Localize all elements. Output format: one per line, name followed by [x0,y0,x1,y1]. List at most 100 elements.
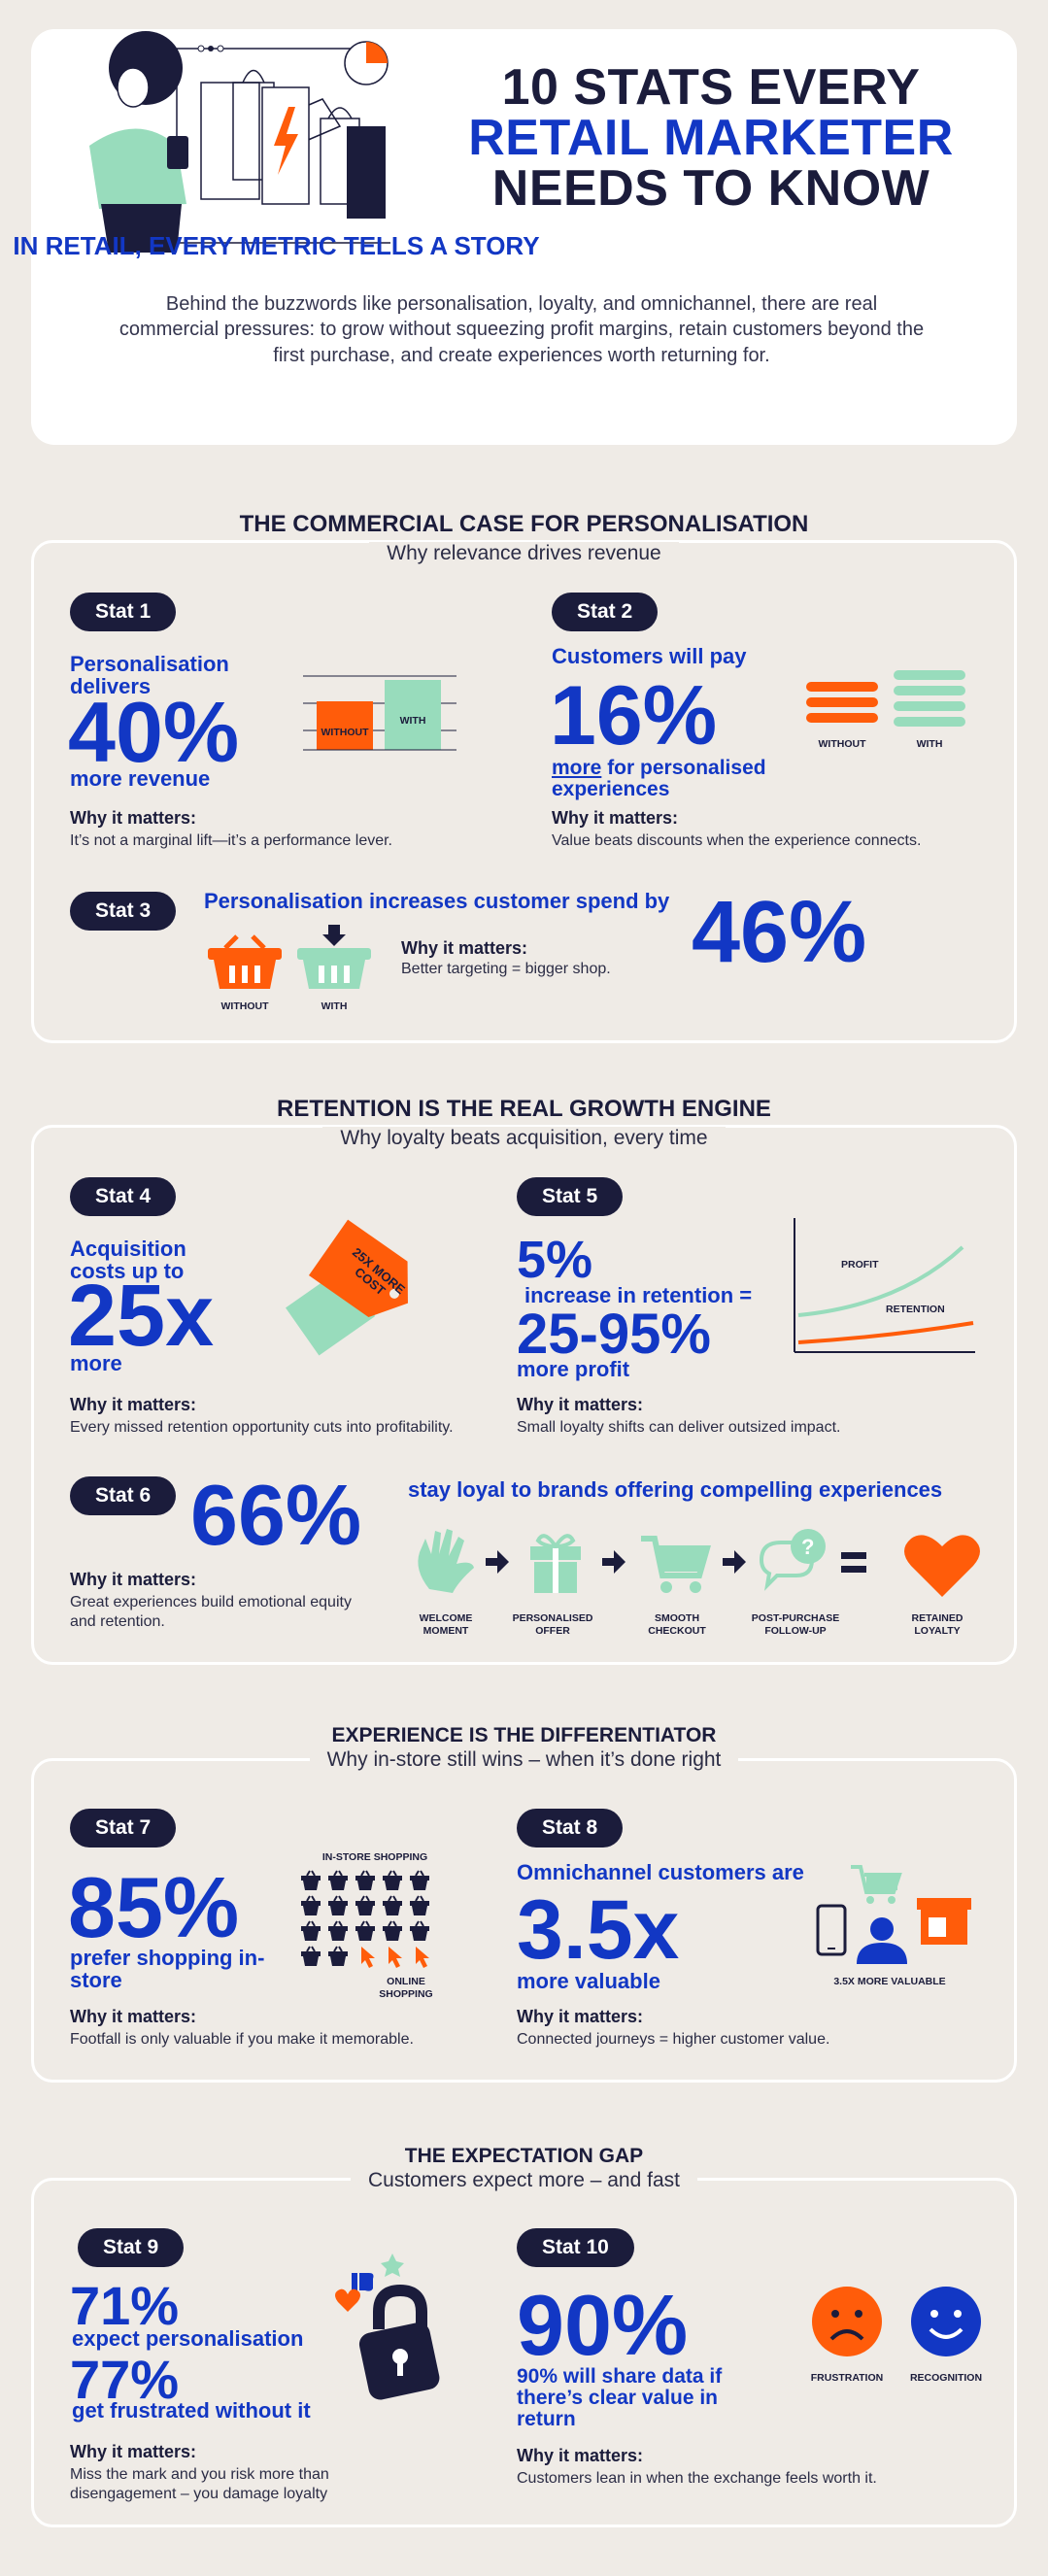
stat-7-online-label: ONLINE SHOPPING [379,1976,433,2000]
stat-2-tail-underlined: more [552,757,602,779]
stat-10-tail: 90% will share data if there’s clear val… [517,2365,723,2431]
stat-2-tail: for personalised experiences [552,757,766,801]
stat-5-mid: increase in retention = [524,1283,753,1307]
price-tags-icon [286,1219,408,1356]
stat-9-value-2: 77% [70,2349,180,2410]
price-stack-icon [806,670,965,727]
stat-4-tail: more [70,1351,122,1375]
stat-6-why-text: Great experiences build emotional equity… [70,1594,352,1630]
recognition-face-icon [911,2287,981,2356]
stat-9-tail-2: get frustrated without it [72,2398,311,2423]
stat-2-pill: Stat 2 [552,593,659,631]
section-retention-panel [31,1125,1017,1665]
omnichannel-icon [816,1865,971,1964]
padlock-icon [335,2254,440,2400]
journey-step-4: POST-PURCHASE FOLLOW-UP [751,1612,840,1637]
stat-1-pill: Stat 1 [70,593,177,631]
stat-5-tail: more profit [517,1357,630,1381]
stat-10-pill: Stat 10 [517,2228,634,2267]
stat-6-pill: Stat 6 [70,1476,177,1515]
stat-10-why-text: Customers lean in when the exchange feel… [517,2470,877,2487]
stat-1-tail: more revenue [70,766,211,791]
section-title: EXPERIENCE IS THE DIFFERENTIATOR [310,1724,738,1746]
stat-3-lead: Personalisation increases customer spend… [204,889,670,913]
section-subtitle: Why in-store still wins – when it’s done… [309,1748,739,1771]
stat-7-why-label: Why it matters: [70,2007,197,2026]
stat-4-why-text: Every missed retention opportunity cuts … [70,1419,454,1436]
hero-body: Behind the buzzwords like personalisatio… [118,293,925,366]
stat-5-value-small: 5% [517,1231,593,1289]
stat-6-why-label: Why it matters: [70,1570,197,1589]
stat-8-why-label: Why it matters: [517,2007,644,2026]
stat-10-value: 90% [517,2277,689,2373]
stat-8-tail: more valuable [517,1969,660,1993]
stat-2-why-text: Value beats discounts when the experienc… [552,832,922,849]
stat-2-lead: Customers will pay [552,644,747,668]
stat-6-lead: stay loyal to brands offering compelling… [408,1477,943,1502]
stat-10-why-label: Why it matters: [517,2446,644,2465]
section-title: THE COMMERCIAL CASE FOR PERSONALISATION [218,511,830,537]
stat-2-value: 16% [550,669,718,763]
stat-4-pill: Stat 4 [70,1177,177,1216]
stat-7-instore-label: IN-STORE SHOPPING [321,1851,428,1863]
stat-1-value: 40% [68,684,240,780]
journey-flow-icons: ? [418,1529,980,1597]
stat-2-why-label: Why it matters: [552,808,679,828]
stat-9-why-text: Miss the mark and you risk more than dis… [70,2466,329,2502]
stat-3-without: WITHOUT [220,1000,269,1012]
stat-8-lead: Omnichannel customers are [517,1860,804,1884]
stat-7-pill: Stat 7 [70,1809,177,1847]
section-subtitle: Why loyalty beats acquisition, every tim… [322,1127,726,1149]
shopper-illustration [89,31,390,253]
stat-1-why-text: It’s not a marginal lift—it’s a performa… [70,832,392,849]
stat-3-value: 46% [692,884,867,981]
section-subtitle: Why relevance drives revenue [369,542,679,564]
stat-4-value: 25x [68,1268,215,1365]
stat-7-tail: prefer shopping in-store [70,1946,265,1993]
svg-text:?: ? [801,1535,814,1559]
stat-7-value: 85% [68,1859,240,1955]
stat-1-lead: Personalisation delivers [70,652,229,699]
stat-1-why-label: Why it matters: [70,808,197,828]
basket-with-icon [297,925,371,989]
stat-7-why-text: Footfall is only valuable if you make it… [70,2031,414,2048]
title-line-1: 10 STATS EVERY [501,59,921,116]
frustration-face-icon [812,2287,882,2356]
stat-5-why-label: Why it matters: [517,1395,644,1414]
stat-5-value: 25-95% [517,1303,711,1366]
hero-card: 10 STATS EVERY RETAIL MARKETER NEEDS TO … [13,29,1017,445]
section-title: RETENTION IS THE REAL GROWTH ENGINE [255,1096,793,1122]
stat-4-lead: Acquisition costs up to [70,1237,186,1284]
stat-10-frustration: FRUSTRATION [810,2372,884,2384]
basket-without-icon [208,934,282,989]
stat-3-why-label: Why it matters: [401,938,528,958]
journey-step-2: PERSONALISED OFFER [512,1612,593,1637]
title-line-2: RETAIL MARKETER [468,110,954,166]
stat-2-with: WITH [916,738,943,750]
stat-3-with: WITH [321,1000,348,1012]
stat-9-value-1: 71% [70,2275,180,2336]
journey-step-5: RETAINED LOYALTY [911,1612,963,1637]
stat-9-tail-1: expect personalisation [72,2326,304,2351]
stat-6-value: 66% [190,1467,362,1563]
journey-step-1: WELCOME MOMENT [419,1612,473,1637]
stat-8-pill: Stat 8 [517,1809,624,1847]
profit-retention-chart [794,1218,975,1353]
stat-3-why-text: Better targeting = bigger shop. [401,961,611,977]
stat-5-why-text: Small loyalty shifts can deliver outsize… [517,1419,841,1436]
revenue-bar-chart-icon [303,675,456,751]
stat-8-why-text: Connected journeys = higher customer val… [517,2031,830,2048]
section-subtitle: Customers expect more – and fast [351,2169,697,2191]
stat-4-why-label: Why it matters: [70,1395,197,1414]
stat-5-retention-label: RETENTION [886,1304,945,1315]
stat-2-without: WITHOUT [818,738,866,750]
section-personalisation-panel [31,540,1017,1043]
stat-9-why-label: Why it matters: [70,2442,197,2461]
stat-1-with: WITH [399,715,426,727]
stat-10-recognition: RECOGNITION [909,2372,983,2384]
title-line-3: NEEDS TO KNOW [491,160,930,217]
hero-subtitle: IN RETAIL, EVERY METRIC TELLS A STORY [13,231,540,260]
section-title: THE EXPECTATION GAP [383,2145,665,2167]
stat-5-pill: Stat 5 [517,1177,624,1216]
stat-8-value: 3.5x [517,1883,680,1977]
